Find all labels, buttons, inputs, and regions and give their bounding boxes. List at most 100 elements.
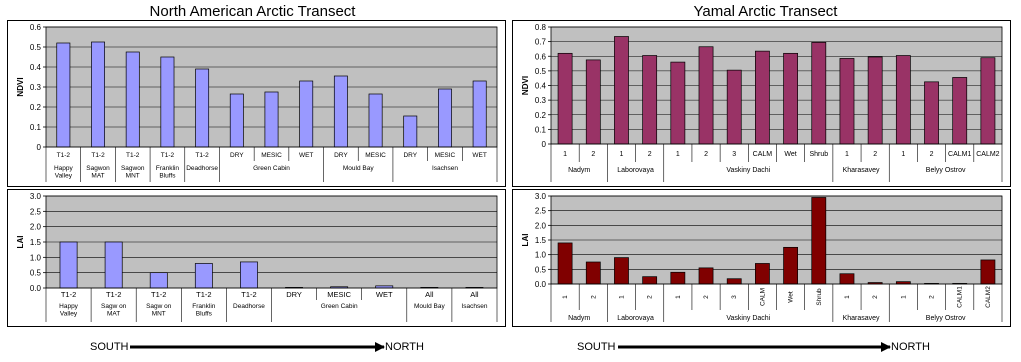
- bar: [403, 115, 418, 148]
- group-label: Franklin Bluffs: [192, 303, 216, 318]
- y-tick-label: 0: [542, 140, 547, 149]
- group-label: Happy Valley: [59, 303, 79, 318]
- category-label: 1: [845, 151, 849, 158]
- y-tick-label: 0.1: [30, 123, 42, 132]
- group-label: Mould Bay: [414, 303, 445, 310]
- group-label: Vaskiny Dachi: [726, 167, 770, 174]
- y-axis-label: NDVI: [16, 77, 25, 96]
- category-label: All: [470, 290, 479, 299]
- category-label: DRY: [334, 152, 348, 159]
- category-label: DRY: [230, 152, 244, 159]
- bar: [642, 55, 658, 145]
- group-label: Isachsen: [461, 303, 487, 310]
- y-tick-label: 0.6: [535, 52, 547, 61]
- group-label: Franklin Bluffs: [156, 165, 180, 180]
- north-label-right: NORTH: [891, 341, 930, 353]
- category-label: T1-2: [91, 152, 105, 159]
- group-label: Vaskiny Dachi: [726, 315, 770, 322]
- bar: [240, 261, 258, 289]
- group-label: Belyy Ostrov: [926, 167, 966, 174]
- bar: [104, 241, 123, 289]
- category-label: CALM2: [985, 286, 992, 308]
- bar: [811, 197, 827, 285]
- category-label: 1: [675, 295, 682, 299]
- group-label: Deadhorse: [186, 165, 218, 172]
- group-label: Green Cabin: [253, 165, 290, 172]
- bar: [867, 56, 883, 145]
- category-label: WET: [376, 290, 393, 299]
- category-label: 3: [732, 151, 736, 158]
- category-label: T1-2: [241, 290, 256, 299]
- bar: [642, 276, 658, 285]
- bar: [755, 50, 770, 145]
- bar: [783, 52, 798, 145]
- y-axis-label: LAI: [16, 236, 25, 249]
- y-tick-label: 0.0: [535, 280, 547, 289]
- category-label: 2: [703, 295, 710, 299]
- category-label: Wet: [788, 291, 795, 303]
- category-label: 1: [901, 151, 905, 158]
- category-label: T1-2: [126, 152, 140, 159]
- south-north-arrow-left: [130, 342, 891, 352]
- group-label: Sagwon MAT: [86, 165, 110, 180]
- category-label: T1-2: [106, 290, 121, 299]
- y-tick-label: 2.5: [30, 207, 42, 216]
- y-tick-label: 0.4: [535, 82, 547, 91]
- category-label: DRY: [286, 290, 302, 299]
- group-label: Green Cabin: [321, 303, 358, 310]
- category-label: 2: [872, 295, 879, 299]
- yamal-lai-chart: 0.0 0.5 1.0 1.5 2.0 2.5 3.0 LAI 1 2 1 2 1 2 3 CALM Wet Sh…: [512, 189, 1011, 327]
- y-tick-label: 0.1: [535, 125, 547, 134]
- bar: [895, 55, 911, 145]
- bar: [726, 278, 742, 285]
- bar: [125, 51, 140, 148]
- group-label: Happy Valley: [54, 165, 74, 180]
- y-tick-label: 0.0: [30, 284, 42, 293]
- category-label: 2: [873, 151, 877, 158]
- category-label: CALM: [753, 151, 773, 158]
- category-label: 2: [704, 151, 708, 158]
- bar: [585, 59, 601, 145]
- y-tick-label: 0.7: [535, 38, 547, 47]
- y-tick-label: 1.5: [535, 236, 547, 245]
- y-tick-label: 2.0: [535, 221, 547, 230]
- bar: [585, 261, 601, 285]
- group-label: Isachsen: [432, 165, 458, 172]
- north-label-left: NORTH: [385, 341, 424, 353]
- y-tick-label: 1.0: [30, 253, 42, 262]
- category-label: T1-2: [195, 152, 209, 159]
- y-tick-label: 0.6: [30, 23, 42, 32]
- bar: [149, 272, 168, 289]
- bar: [299, 80, 314, 148]
- y-tick-label: 0.5: [30, 43, 42, 52]
- category-label: 3: [731, 295, 738, 299]
- category-label: MESIC: [365, 152, 386, 159]
- bar: [980, 57, 996, 145]
- category-label: 2: [647, 295, 654, 299]
- group-label: Nadym: [568, 167, 590, 174]
- category-label: 2: [648, 151, 652, 158]
- category-label: 1: [620, 151, 624, 158]
- category-label: T1-2: [161, 152, 175, 159]
- plot-border: [45, 26, 498, 148]
- yamal-transect-title: Yamal Arctic Transect: [693, 3, 838, 20]
- category-label: WET: [472, 152, 486, 159]
- y-tick-label: 0.3: [535, 96, 547, 105]
- category-label: T1-2: [61, 290, 76, 299]
- bar: [229, 93, 244, 148]
- bar: [264, 91, 279, 148]
- category-label: 2: [590, 295, 597, 299]
- bar: [924, 81, 939, 145]
- y-tick-label: 0.5: [535, 67, 547, 76]
- category-label: 1: [618, 295, 625, 299]
- na-ndvi-chart: 0 0.1 0.2 0.3 0.4 0.5 0.6 NDVI T1-2 T1-2 T1-2 T1-2 T…: [7, 20, 506, 187]
- bar: [980, 259, 996, 285]
- bar: [438, 88, 452, 148]
- y-tick-label: 0.4: [30, 63, 42, 72]
- bar: [333, 75, 348, 148]
- category-label: 2: [591, 151, 595, 158]
- bar: [368, 93, 383, 148]
- category-label: T1-2: [151, 290, 166, 299]
- south-label-right: SOUTH: [577, 341, 616, 353]
- bar: [952, 77, 968, 145]
